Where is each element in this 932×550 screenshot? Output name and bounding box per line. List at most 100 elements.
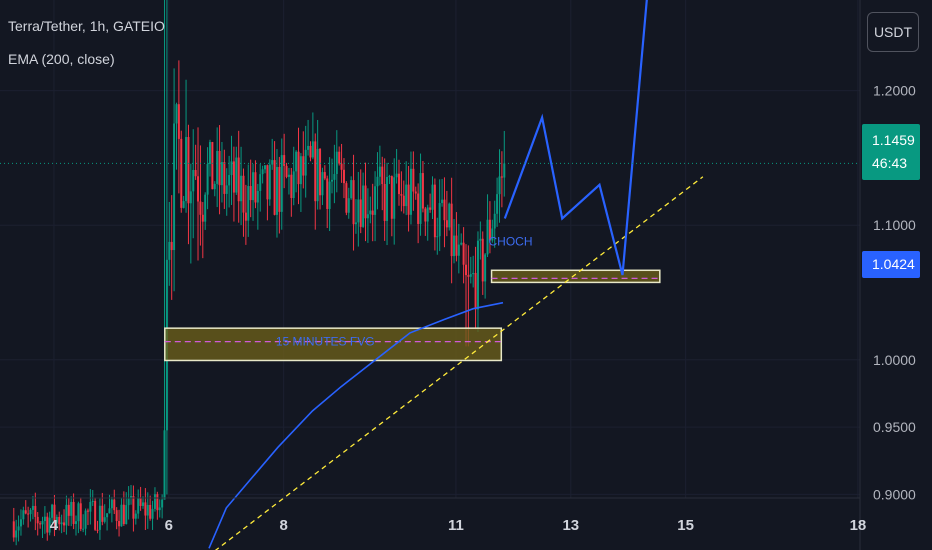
candle-body (228, 175, 231, 186)
candle-body (187, 137, 190, 204)
candle-body (41, 521, 44, 525)
candle-body (376, 176, 379, 187)
candle-body (161, 499, 164, 508)
candle-body (299, 156, 302, 185)
candle-body (326, 178, 329, 209)
candle-body (19, 519, 22, 527)
candle-body (173, 123, 176, 251)
candle-body (223, 162, 226, 194)
candle-body (381, 166, 384, 184)
candle-body (146, 504, 149, 516)
candle-body (168, 241, 171, 260)
candle-body (462, 242, 465, 265)
candle-body (53, 504, 56, 523)
candle-body (436, 236, 439, 238)
candle-body (285, 165, 288, 177)
candle-body (201, 214, 204, 222)
candle-body (311, 141, 314, 158)
candle-body (402, 195, 405, 207)
candle-body (352, 180, 355, 225)
candle-body (82, 528, 85, 530)
projection-path (503, 0, 648, 276)
candle-body (120, 504, 123, 527)
time-tick-label: 8 (280, 517, 288, 534)
candle-body (237, 157, 240, 202)
candle-body (235, 157, 238, 193)
candle-body (244, 212, 247, 221)
candle-body (503, 163, 506, 178)
candle-body (417, 193, 420, 224)
candle-body (103, 517, 106, 522)
candle-body (115, 510, 118, 522)
candle-body (268, 164, 271, 200)
candle-body (134, 513, 137, 519)
candle-body (182, 201, 185, 208)
candle-body (467, 275, 470, 277)
candle-body (189, 191, 192, 204)
candle-body (230, 161, 233, 176)
ema-indicator-label[interactable]: EMA (200, close) (8, 51, 115, 67)
candle-body (151, 508, 154, 519)
candle-body (362, 185, 365, 227)
candle-body (292, 171, 295, 198)
candle-body (340, 163, 343, 170)
symbol-title[interactable]: Terra/Tether, 1h, GATEIO (8, 18, 165, 34)
candle-body (345, 183, 348, 213)
candle-body (409, 168, 412, 215)
currency-button[interactable]: USDT (867, 12, 919, 52)
time-tick-label: 4 (50, 517, 59, 534)
candle-body (249, 186, 252, 201)
candle-body (110, 499, 113, 509)
candle-body (500, 176, 503, 178)
candle-body (118, 521, 121, 527)
candle-body (127, 498, 130, 506)
time-tick-label: 18 (850, 517, 867, 534)
candle-body (256, 190, 259, 203)
candle-body (450, 203, 453, 257)
drawings: 15 MINUTES FVG CHOCH (0, 0, 860, 550)
time-tick-label: 13 (562, 517, 579, 534)
candle-body (271, 160, 274, 165)
price-tick-label: 1.2000 (873, 83, 916, 99)
time-axis[interactable]: 4 6 8 11 13 15 18 (50, 517, 866, 534)
candle-body (421, 173, 424, 209)
candle-body (261, 169, 264, 175)
candle-body (106, 513, 109, 518)
choch-label: CHOCH (489, 234, 533, 248)
candle-body (328, 181, 331, 209)
candle-body (407, 184, 410, 215)
candle-body (29, 509, 32, 515)
candle-body (139, 497, 142, 506)
candles (12, 0, 506, 546)
candle-body (476, 240, 479, 310)
candle-body (465, 264, 467, 276)
candle-body (39, 523, 42, 525)
price-tick-label: 1.1000 (873, 217, 916, 233)
candle-body (77, 503, 80, 522)
candle-body (287, 174, 290, 177)
candle-body (48, 517, 51, 533)
candle-body (185, 137, 188, 202)
price-tick-label: 0.9500 (873, 419, 916, 435)
price-axis[interactable]: 1.2000 1.1000 1.0000 0.9500 0.9000 (873, 83, 916, 503)
candle-body (393, 177, 396, 219)
candle-body (273, 160, 276, 215)
ema-line (208, 301, 504, 549)
candle-body (91, 501, 94, 503)
choch-box (490, 269, 661, 284)
candle-body (453, 235, 456, 257)
candle-body (197, 176, 200, 202)
ema-price-tag: 1.0424 (862, 251, 920, 278)
candle-body (316, 148, 319, 202)
candle-body (141, 502, 144, 506)
candle-body (335, 151, 338, 175)
candle-body (357, 199, 360, 223)
last-price-value: 1.1459 (872, 132, 915, 148)
candle-body (457, 244, 460, 256)
candle-body (319, 148, 322, 196)
candle-body (58, 516, 61, 525)
candle-body (24, 510, 27, 514)
candle-body (304, 149, 307, 176)
candle-body (481, 238, 484, 282)
